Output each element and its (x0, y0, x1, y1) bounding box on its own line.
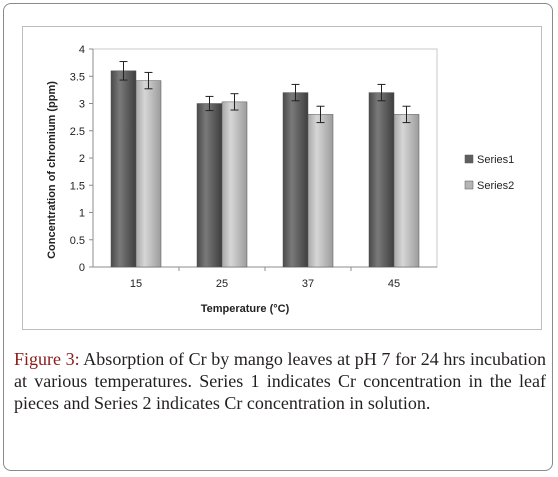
y-tick-label: 4 (79, 44, 85, 56)
x-tick-label: 25 (216, 278, 228, 290)
legend-label-series2: Series2 (477, 180, 514, 192)
x-tick-label: 15 (130, 278, 142, 290)
y-tick-label: 2 (79, 153, 85, 165)
figure-frame: 0 0.5 1 1.5 2 2.5 3 3.5 4 15 25 37 45 Concentration… (3, 3, 553, 471)
legend-swatch-series1 (464, 154, 474, 164)
y-tick-label: 0 (79, 262, 85, 274)
legend-label-series1: Series1 (477, 154, 514, 166)
bar-series1-37 (282, 92, 309, 268)
x-tick-label: 45 (388, 278, 400, 290)
bar-series1-45 (368, 92, 395, 268)
y-tick-label: 1 (79, 208, 85, 220)
bar-series1-25 (196, 103, 223, 268)
y-tick-label: 2.5 (70, 126, 85, 138)
y-tick-label: 1.5 (70, 180, 85, 192)
y-tick-label: 0.5 (70, 235, 85, 247)
y-tick-label: 3.5 (70, 71, 85, 83)
figure-caption: Figure 3: Absorption of Cr by mango leav… (14, 348, 546, 414)
x-axis-title: Temperature (°C) (201, 303, 290, 315)
bar-chart: 0 0.5 1 1.5 2 2.5 3 3.5 4 15 25 37 45 Concentration… (46, 44, 514, 315)
x-tick-label: 37 (302, 278, 314, 290)
legend: Series1 Series2 (464, 154, 514, 192)
caption-label: Figure 3: (14, 349, 80, 369)
bar-series2-45 (393, 114, 420, 268)
y-axis-title: Concentration of chromium (ppm) (46, 81, 58, 259)
chart-area: 0 0.5 1 1.5 2 2.5 3 3.5 4 15 25 37 45 Concentration… (22, 26, 542, 330)
bar-series2-37 (307, 114, 334, 268)
legend-swatch-series2 (464, 180, 474, 190)
caption-text: Absorption of Cr by mango leaves at pH 7… (14, 349, 546, 413)
y-tick-label: 3 (79, 99, 85, 111)
bar-series2-25 (221, 101, 248, 268)
bar-series1-15 (110, 70, 137, 268)
bar-series2-15 (135, 80, 162, 268)
